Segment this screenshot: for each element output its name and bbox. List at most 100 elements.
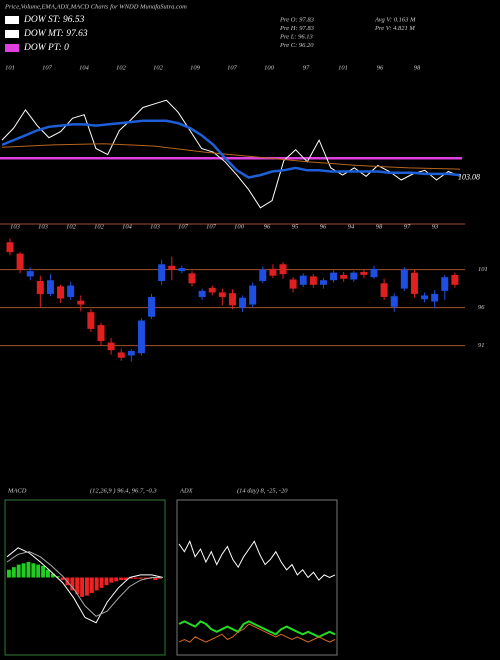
- date-label: 103: [38, 223, 49, 230]
- date-label: 107: [178, 223, 189, 230]
- histogram-bar: [60, 577, 65, 581]
- candle-body: [370, 268, 378, 278]
- stat: Pre C: 96.20: [279, 42, 314, 49]
- top-label: 100: [264, 64, 275, 71]
- histogram-bar: [70, 577, 75, 591]
- candle-body: [57, 286, 65, 299]
- legend-swatch: [5, 30, 19, 38]
- histogram-bar: [99, 577, 104, 588]
- candle-body: [360, 271, 368, 275]
- stat: Pre L: 96.13: [279, 33, 314, 40]
- candle-body: [117, 352, 125, 358]
- candle-body: [350, 272, 358, 280]
- histogram-bar: [21, 563, 26, 578]
- y-tick-label: 101: [478, 266, 488, 273]
- top-label: 101: [338, 64, 348, 71]
- candle-body: [441, 277, 449, 291]
- date-label: 107: [206, 223, 217, 230]
- histogram-bar: [133, 577, 138, 579]
- candle-body: [87, 312, 95, 329]
- date-label: 102: [94, 223, 105, 230]
- candle-body: [26, 271, 34, 277]
- histogram-bar: [109, 577, 114, 583]
- histogram-bar: [124, 577, 128, 581]
- histogram-bar: [55, 576, 60, 578]
- histogram-bar: [50, 573, 55, 578]
- histogram-bar: [26, 562, 31, 578]
- candle-body: [249, 285, 257, 305]
- histogram-bar: [104, 577, 109, 586]
- histogram-bar: [153, 577, 158, 581]
- date-label: 103: [10, 223, 21, 230]
- candle-body: [127, 350, 135, 356]
- candle-body: [208, 287, 216, 293]
- candle-body: [77, 300, 85, 305]
- histogram-bar: [119, 577, 124, 581]
- histogram-bar: [158, 577, 163, 579]
- histogram-bar: [11, 567, 16, 578]
- chart-title: Price,Volume,EMA,ADX,MACD Charts for WND…: [4, 3, 187, 10]
- top-label: 104: [79, 64, 90, 71]
- histogram-bar: [85, 577, 89, 596]
- legend-swatch: [5, 44, 19, 52]
- top-label: 102: [153, 64, 164, 71]
- date-label: 94: [348, 223, 355, 230]
- price-label: 103.08: [458, 173, 480, 182]
- date-label: 96: [264, 223, 271, 230]
- candle-body: [390, 296, 398, 307]
- candle-body: [6, 242, 14, 253]
- histogram-bar: [41, 565, 46, 578]
- histogram-bar: [138, 577, 143, 579]
- stat: Avg V: 0.163 M: [374, 16, 416, 23]
- series-line: [1, 143, 461, 170]
- top-label: 101: [5, 64, 15, 71]
- candle-body: [330, 272, 338, 281]
- legend-label: DOW PT: 0: [23, 43, 69, 53]
- candle-body: [380, 283, 388, 297]
- series-line: [1, 119, 461, 179]
- top-label: 97: [303, 64, 310, 71]
- candle-body: [158, 264, 166, 281]
- top-label: 109: [190, 64, 201, 71]
- panel-label: MACD: [7, 487, 27, 494]
- series-line: [178, 620, 336, 639]
- candle-body: [198, 290, 206, 297]
- candle-body: [46, 280, 54, 294]
- candle-body: [289, 279, 297, 289]
- candle-body: [178, 268, 186, 272]
- candle-body: [279, 264, 287, 275]
- date-label: 97: [404, 223, 411, 230]
- top-label: 98: [414, 64, 421, 71]
- candle-body: [451, 274, 459, 285]
- histogram-bar: [128, 577, 133, 579]
- candle-body: [340, 274, 348, 279]
- candle-body: [269, 268, 277, 276]
- histogram-bar: [16, 564, 21, 578]
- y-tick-label: 91: [478, 342, 485, 349]
- series-line: [1, 99, 461, 209]
- date-label: 96: [320, 223, 327, 230]
- candle-body: [400, 269, 408, 289]
- panel-params: (12,26,9 ) 96.4, 96.7, -0.3: [90, 487, 157, 494]
- candle-body: [299, 275, 307, 285]
- candle-body: [319, 280, 327, 285]
- histogram-bar: [31, 563, 36, 578]
- series-line: [178, 623, 336, 643]
- series-line: [178, 540, 336, 581]
- histogram-bar: [46, 569, 50, 578]
- candle-body: [67, 285, 75, 297]
- candle-body: [421, 295, 429, 300]
- candle-body: [218, 292, 226, 297]
- top-label: 96: [377, 64, 384, 71]
- candle-body: [168, 265, 176, 270]
- histogram-bar: [75, 577, 80, 595]
- candle-body: [107, 342, 115, 351]
- date-label: 104: [122, 223, 133, 230]
- legend-swatch: [5, 16, 19, 24]
- date-label: 95: [292, 223, 299, 230]
- top-label: 107: [227, 64, 238, 71]
- histogram-bar: [36, 564, 41, 578]
- panel-label: ADX: [179, 487, 194, 494]
- histogram-bar: [80, 577, 85, 597]
- date-label: 98: [376, 223, 383, 230]
